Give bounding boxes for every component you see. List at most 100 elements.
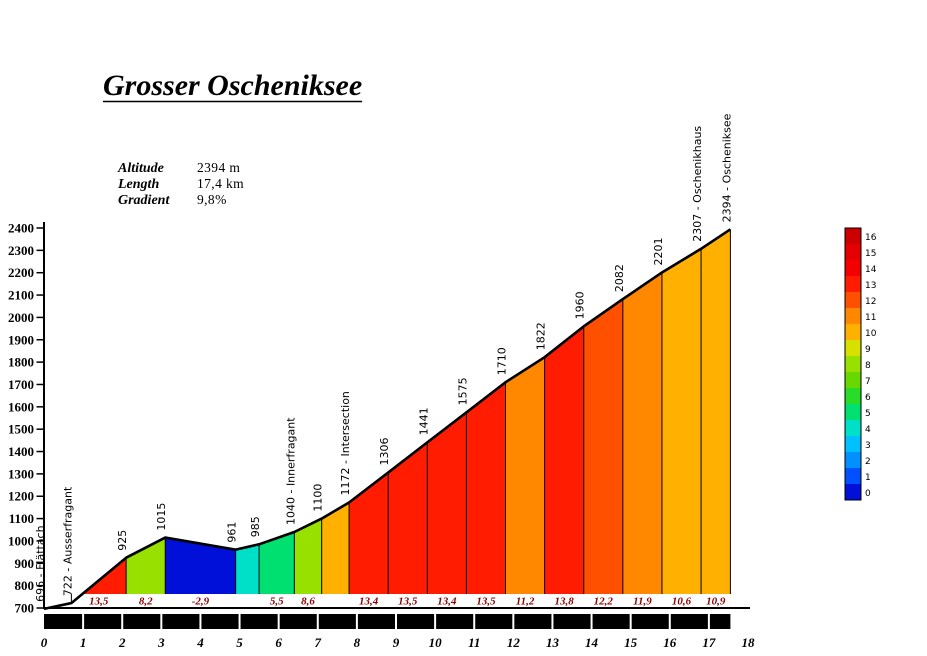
km-bar-group [44,614,731,629]
km-bar [44,614,731,629]
legend-color-cell [845,484,861,500]
y-tick-label: 800 [15,578,35,593]
gradient-bands [48,229,731,608]
info-length-label: Length [117,177,159,192]
legend-value: 2 [865,457,871,467]
info-block: Altitude 2394 m Length 17,4 km Gradient … [117,160,244,208]
gradient-label: 5,5 [270,596,284,608]
gradient-label: 12,2 [594,596,614,608]
gradient-label: 13,4 [359,596,379,608]
gradient-band [544,326,584,608]
km-bar-gap [473,614,476,629]
legend-color-cell [845,372,861,388]
gradient-band [388,442,428,608]
x-tick-label: 11 [468,635,480,650]
y-tick-label: 2000 [8,310,34,325]
legend-value: 0 [865,489,871,499]
legend-value: 3 [865,441,871,451]
km-bar-gap [707,614,710,629]
legend-border [844,227,862,501]
km-bar-gap [590,614,593,629]
legend-value: 11 [865,313,876,323]
altitude-label: 985 [249,516,262,537]
x-tick-label: 2 [118,635,126,650]
km-bar-gap [160,614,163,629]
altitude-label: 1306 [378,438,391,466]
gradient-band [165,537,236,608]
profile-curve [43,228,732,611]
altitude-label: 2201 [652,237,665,265]
gradient-label: 13,5 [476,596,496,608]
legend-value: 1 [865,473,871,483]
gradient-band [349,472,389,608]
km-bar-gap [434,614,437,629]
x-tick-label: 9 [393,635,400,650]
legend-color-cell [845,420,861,436]
gradient-label: 11,2 [516,596,535,608]
legend-color-cell [845,260,861,276]
legend-value: 12 [865,297,876,307]
x-tick-label: 17 [702,635,716,650]
info-gradient-label: Gradient [118,193,170,208]
y-tick-label: 2100 [8,288,34,303]
legend-color-cell [845,468,861,484]
x-tick-label: 7 [315,635,322,650]
info-length-value: 17,4 km [197,176,244,191]
altitude-label: 2082 [613,264,626,292]
gradient-label: 13,8 [555,596,575,608]
gradient-band [126,537,166,608]
legend-color-cell [845,276,861,292]
x-tick-label: 18 [742,635,756,650]
altitude-label: 2394 - Oscheniksee [720,113,733,222]
y-tick-label: 900 [15,556,35,571]
info-altitude-value: 2394 m [197,160,240,175]
x-tick-label: 0 [41,635,48,650]
altitude-label: 1710 [496,347,509,375]
y-tick-label: 1500 [8,422,34,437]
gradient-label: 13,5 [398,596,418,608]
gradient-band [661,248,702,608]
gradient-label: 8,6 [301,596,315,608]
y-tick-label: 1900 [8,332,34,347]
gradient-band [505,357,545,608]
altitude-label: 1960 [574,291,587,319]
gradient-label: 8,2 [139,596,153,608]
legend-value: 16 [865,233,877,243]
legend-color-cell [845,452,861,468]
legend-value: 9 [865,345,871,355]
km-bar-gap [551,614,554,629]
info-gradient-value: 9,8% [197,192,227,207]
y-tick-label: 1300 [8,466,34,481]
chart-title: Grosser Oscheniksee [103,69,362,102]
y-tick-label: 1700 [8,377,34,392]
y-tick-label: 1000 [8,533,34,548]
gradient-band [321,502,350,608]
y-tick-label: 2200 [8,265,34,280]
gradient-band [235,544,260,608]
altitude-label: 1015 [155,503,168,531]
km-bar-gap [512,614,515,629]
km-bar-gap [82,614,85,629]
y-tick-label: 1200 [8,489,34,504]
gradient-label: 10,9 [706,596,726,608]
altitude-label: 722 - Ausserfragant [61,486,74,596]
legend-color-cell [845,292,861,308]
km-bar-gap [121,614,124,629]
legend-color-cell [845,436,861,452]
y-tick-label: 1600 [8,399,34,414]
x-tick-label: 13 [546,635,560,650]
x-tick-label: 5 [236,635,243,650]
km-bar-gap [199,614,202,629]
legend-value: 4 [865,425,871,435]
legend-color-cell [845,324,861,340]
gradient-label: 13,4 [437,596,457,608]
legend-color-cell [845,404,861,420]
legend-value: 8 [865,361,871,371]
altitude-label: 2307 - Oschenikhaus [691,126,704,242]
altitude-labels: 696 - Flättach 722 - Ausserfragant 9251015… [34,113,733,602]
y-tick-label: 700 [15,601,35,616]
legend-value: 14 [865,265,877,275]
info-altitude-label: Altitude [117,161,164,176]
